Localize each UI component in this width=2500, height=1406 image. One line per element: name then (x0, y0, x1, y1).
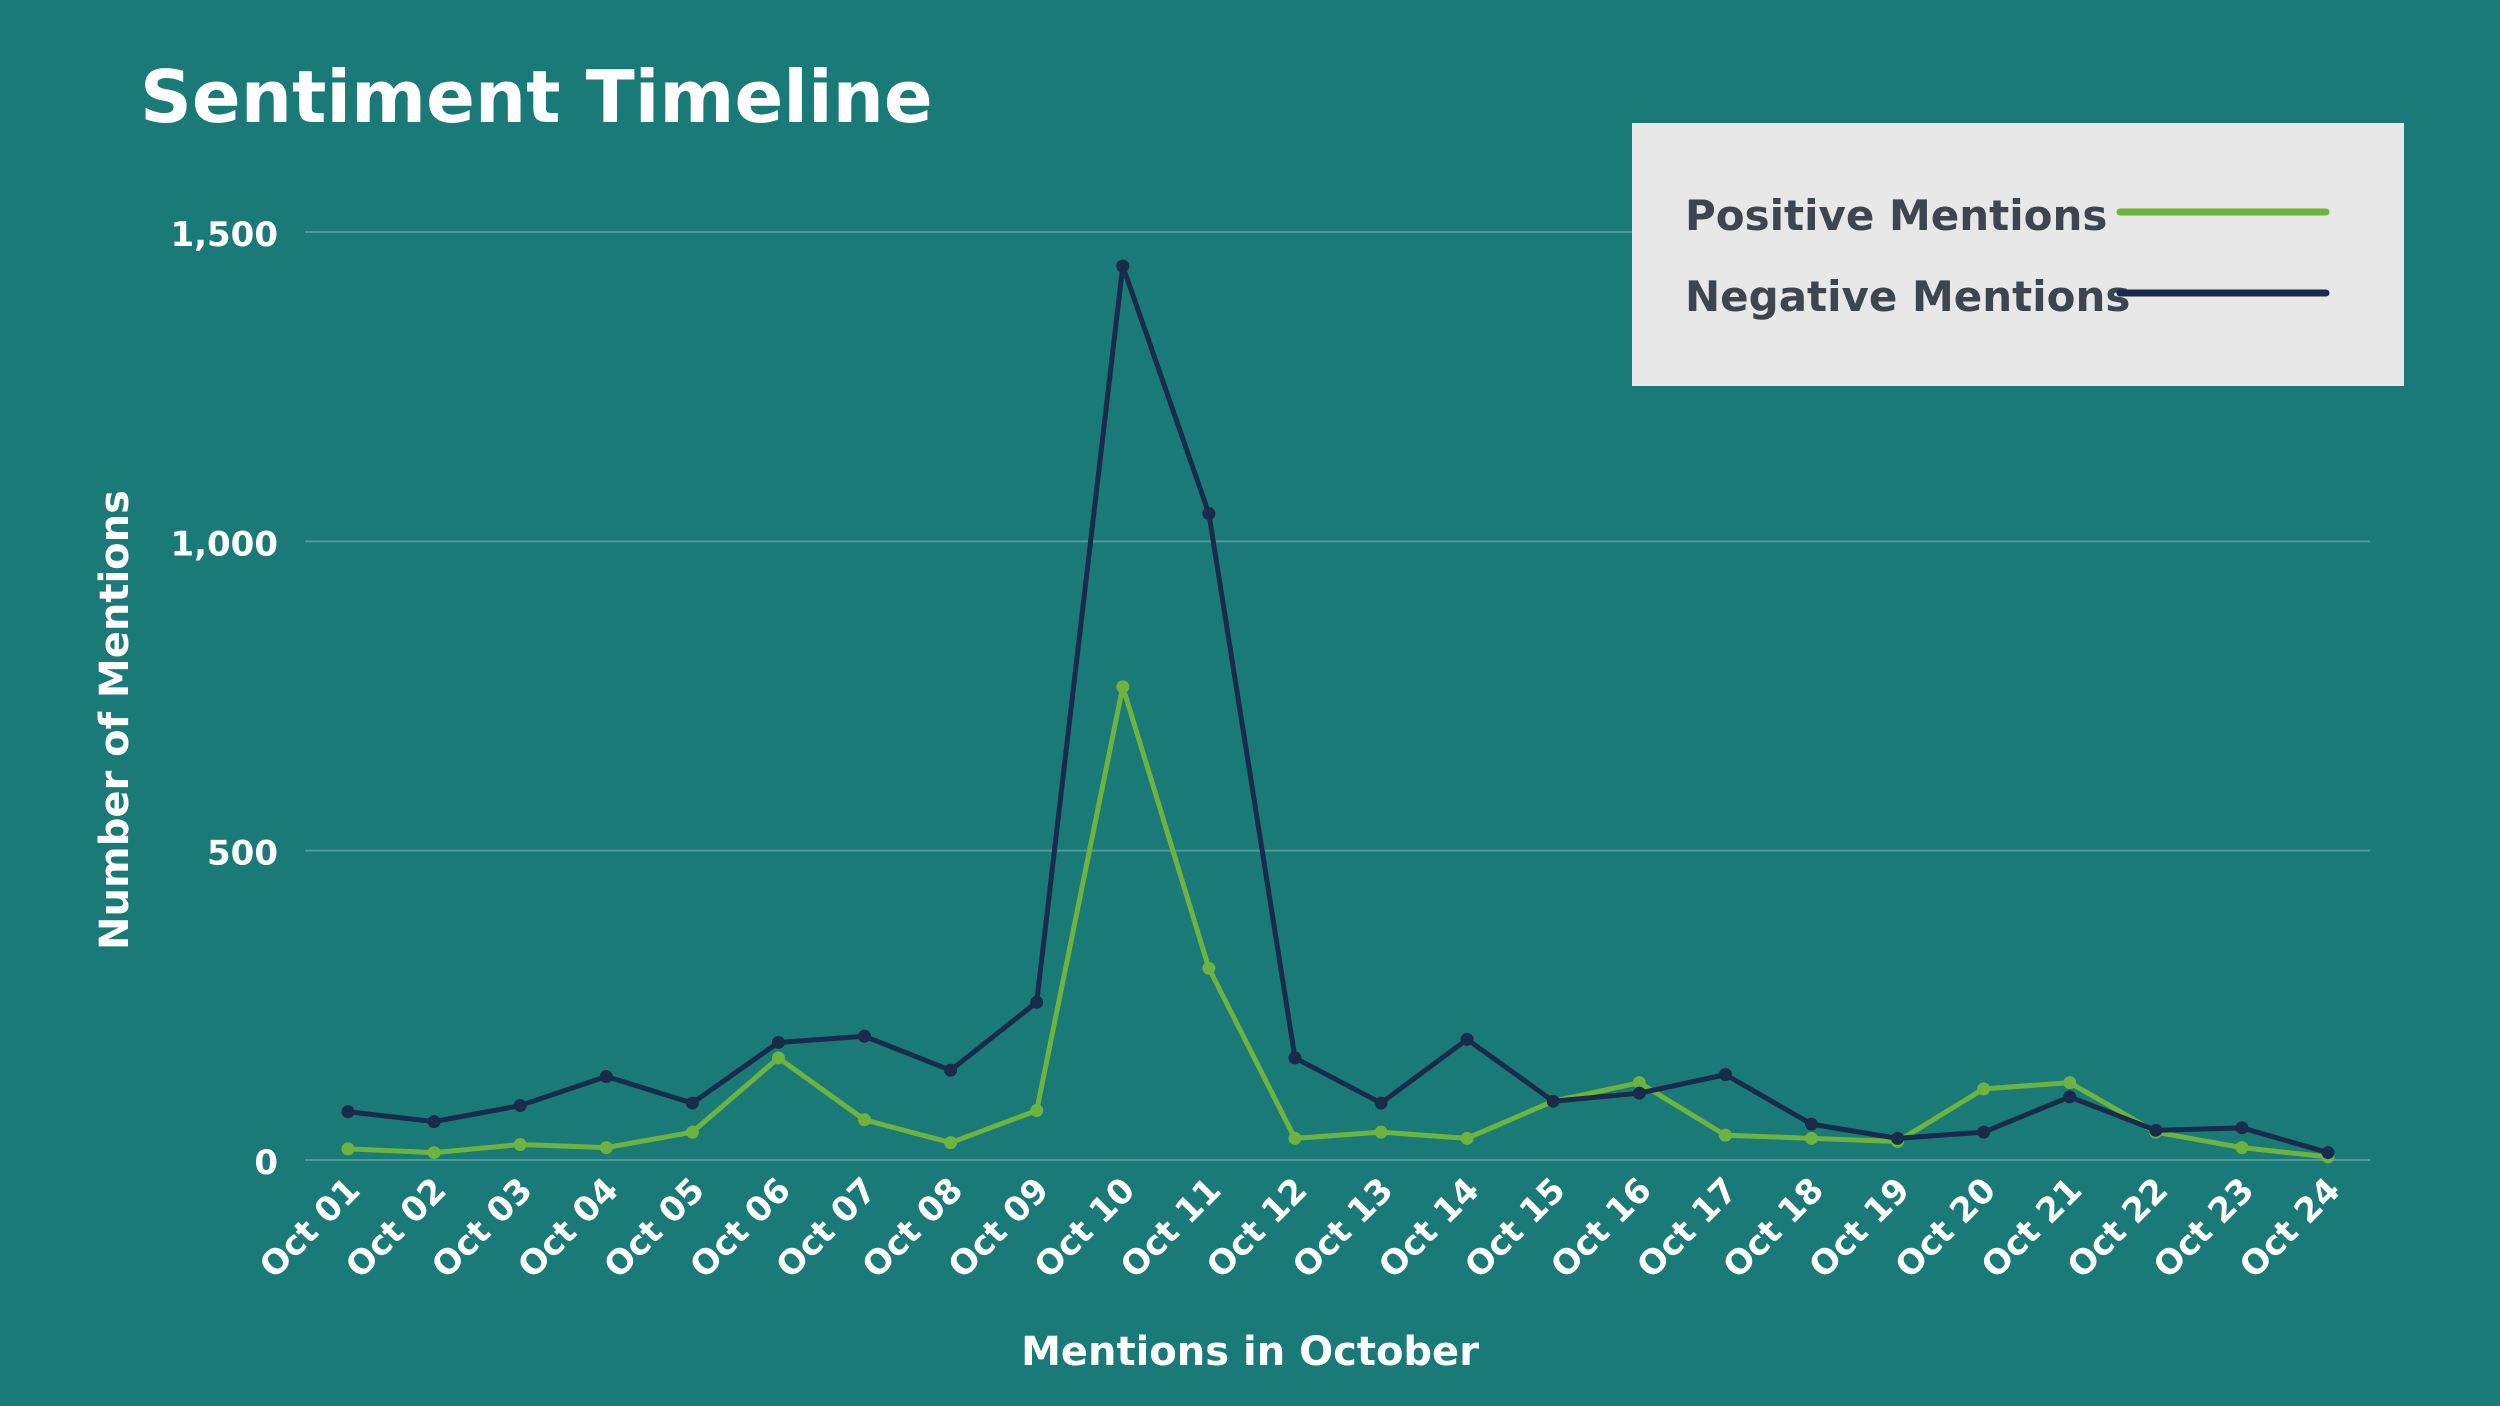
data-point (341, 1142, 355, 1156)
data-point (1460, 1032, 1474, 1046)
y-tick-labels: 0 500 1,000 1,500 (170, 215, 278, 1183)
x-axis-label: Mentions in October (1021, 1329, 1479, 1375)
data-point (1718, 1068, 1732, 1082)
data-point (685, 1125, 699, 1139)
data-point (1632, 1086, 1646, 1100)
series-line (347, 263, 2329, 1155)
data-point (2149, 1123, 2163, 1137)
data-point (1116, 259, 1130, 273)
data-point (599, 1069, 613, 1083)
data-point (1288, 1131, 1302, 1145)
data-point (513, 1099, 527, 1113)
data-point (1977, 1125, 1991, 1139)
y-tick-label: 1,500 (170, 215, 278, 255)
y-axis-label: Number of Mentions (92, 490, 138, 950)
data-point (944, 1063, 958, 1077)
data-point (513, 1138, 527, 1152)
data-point (1202, 506, 1216, 520)
data-point (858, 1113, 872, 1127)
data-point (599, 1141, 613, 1155)
data-point (2063, 1090, 2077, 1104)
data-point (2235, 1141, 2249, 1155)
data-point (2235, 1121, 2249, 1135)
legend: Positive Mentions Negative Mentions (1632, 123, 2404, 386)
y-tick-label: 1,000 (170, 524, 278, 564)
chart-title: Sentiment Timeline (140, 55, 933, 139)
series-line (347, 684, 2329, 1160)
data-point (1718, 1128, 1732, 1142)
data-point (858, 1029, 872, 1043)
series-group (341, 259, 2335, 1164)
data-point (1977, 1082, 1991, 1096)
data-point (1288, 1051, 1302, 1065)
data-point (944, 1136, 958, 1150)
data-point (2063, 1076, 2077, 1090)
data-point (1804, 1117, 1818, 1131)
data-point (1546, 1094, 1560, 1108)
series-1 (341, 259, 2335, 1160)
data-point (2321, 1146, 2335, 1160)
y-tick-label: 500 (207, 834, 278, 874)
data-point (427, 1146, 441, 1160)
data-point (1632, 1076, 1646, 1090)
legend-label-negative: Negative Mentions (1685, 272, 2130, 321)
data-point (685, 1096, 699, 1110)
data-point (1460, 1131, 1474, 1145)
data-point (1030, 1104, 1044, 1118)
y-tick-label: 0 (254, 1143, 278, 1183)
data-point (427, 1115, 441, 1129)
data-point (1202, 961, 1216, 975)
data-point (1030, 995, 1044, 1009)
data-point (1804, 1131, 1818, 1145)
data-point (1116, 680, 1130, 694)
legend-label-positive: Positive Mentions (1685, 191, 2107, 240)
data-point (341, 1105, 355, 1119)
legend-box (1632, 123, 2404, 386)
data-point (771, 1051, 785, 1065)
data-point (1374, 1125, 1388, 1139)
data-point (1891, 1131, 1905, 1145)
series-0 (341, 680, 2335, 1164)
data-point (1374, 1096, 1388, 1110)
data-point (771, 1035, 785, 1049)
